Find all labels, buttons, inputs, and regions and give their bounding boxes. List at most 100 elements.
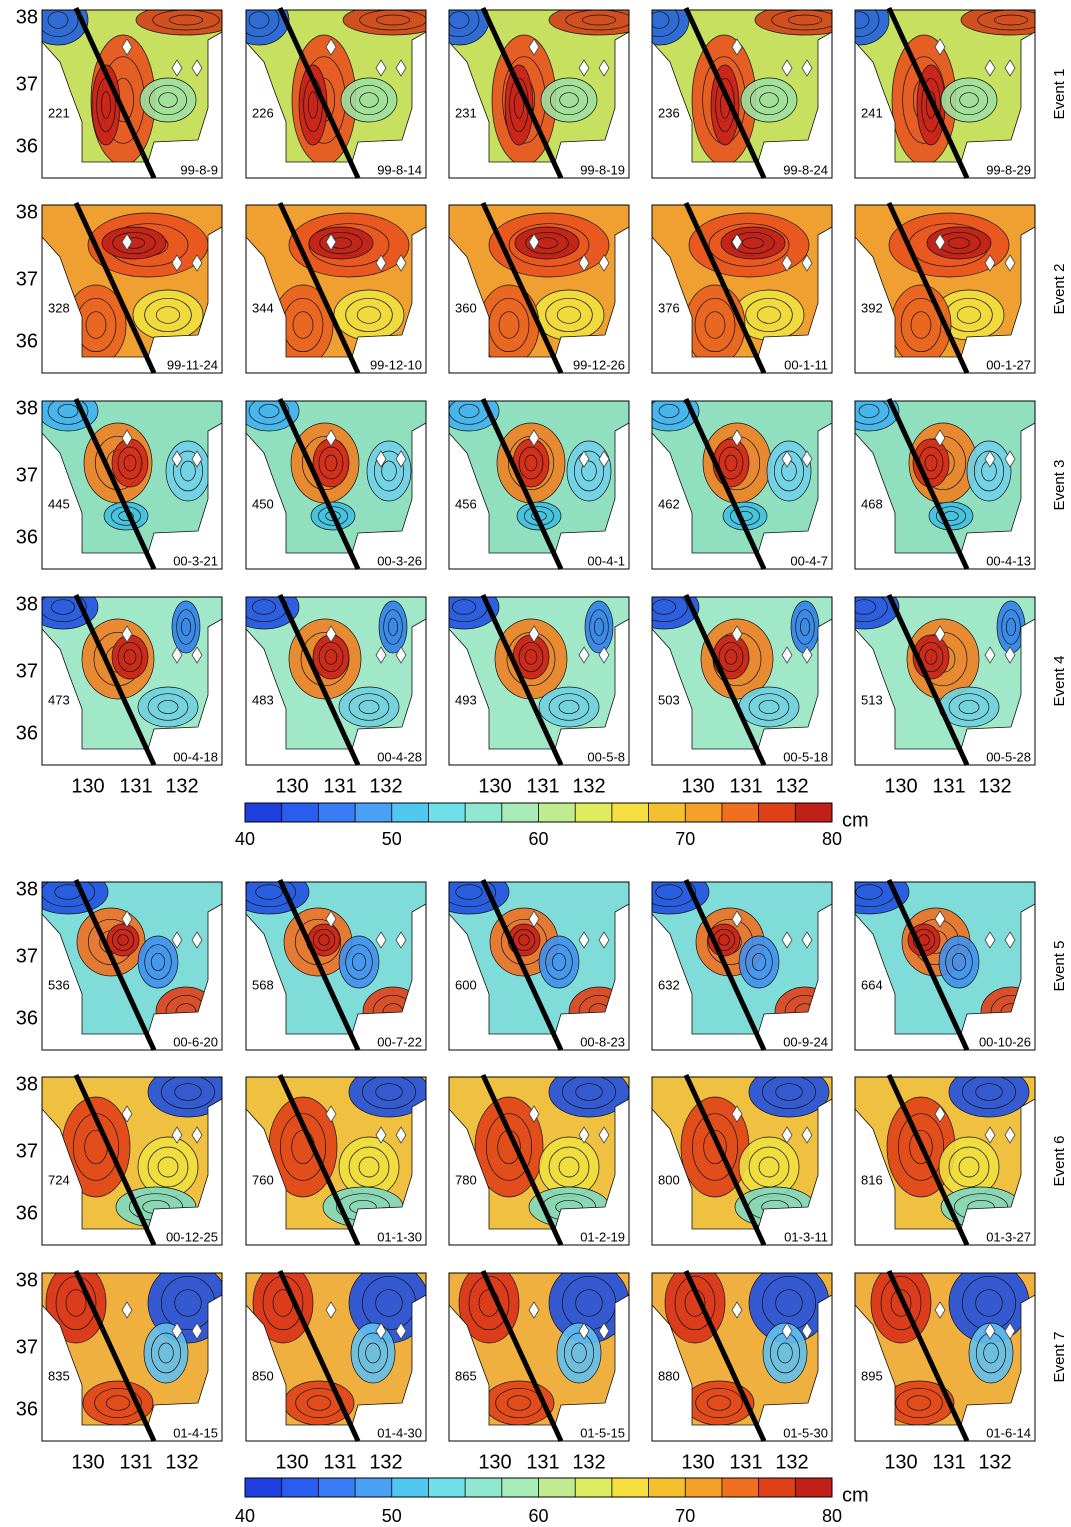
contour-line [375,14,411,26]
region-outline [854,1076,1036,1230]
panel-frame [448,9,630,179]
contour-blob [967,441,1011,501]
contour-line [361,1077,417,1110]
station-marker [984,254,996,272]
x-tick-label: 131 [526,1451,559,1473]
contour-line [538,935,580,989]
x-tick-label: 130 [275,775,308,797]
station-marker [395,1322,407,1340]
contour-blob [341,78,397,122]
contour-blob [148,1077,222,1117]
map-panel: 835 01-4-15 [41,1269,223,1443]
station-marker [325,1105,337,1123]
contour-line [584,600,614,654]
track-line [480,6,564,180]
date-label: 00-4-13 [986,553,1031,568]
station-marker [934,1301,946,1319]
day-label: 895 [861,1368,883,1383]
x-tick-label: 130 [275,1451,308,1473]
y-tick-label: 38 [16,878,38,900]
region-outline [448,881,630,1035]
station-marker [191,646,203,664]
station-marker [171,1126,183,1144]
region-outline [245,1076,427,1230]
contour-line [956,306,982,324]
panel-frame [448,204,630,374]
contour-blob [939,687,999,727]
contour-blob [83,1381,153,1425]
contour-line [548,693,590,721]
day-label: 880 [658,1368,680,1383]
contour-line [775,1083,803,1101]
date-label: 99-8-9 [180,162,218,177]
contour-blob [741,78,797,122]
track-line [480,593,564,767]
contour-line [255,884,283,900]
contour-line [559,92,579,108]
day-label: 236 [658,105,680,120]
contour-line [310,501,356,531]
day-label: 473 [48,692,70,707]
station-marker [528,625,540,643]
region-outline [448,596,630,750]
station-marker [191,1126,203,1144]
station-marker [121,233,133,251]
contour-line [545,944,573,980]
event-label: Event 3 [1051,460,1068,511]
y-tick-label: 38 [16,1269,38,1291]
map-panel: 462 00-4-7 [651,397,833,571]
colorbar-cell [648,803,686,822]
region-outline [854,1272,1036,1426]
contour-line [357,1332,389,1374]
track-line [683,878,767,1052]
day-label: 664 [861,977,883,992]
contour-line [855,11,870,29]
station-marker [934,38,946,56]
contour-line [449,882,510,915]
contour-line [575,1083,603,1101]
region-outline [854,400,1036,554]
region-outline [245,400,427,554]
colorbar-tick-label: 50 [382,829,402,849]
colorbar-cell [611,1478,650,1497]
contour-line [106,923,140,957]
contour-line [548,10,629,36]
contour-line [148,84,188,116]
contour-line [292,311,314,339]
contour-blob [138,936,178,988]
contour-line [775,1289,803,1317]
contour-blob [539,687,599,727]
contour-line [381,460,397,482]
day-label: 376 [658,300,680,315]
contour-line [42,401,99,432]
contour-line [855,882,910,915]
station-marker [171,59,183,77]
station-marker [731,1301,743,1319]
station-marker [325,233,337,251]
date-label: 00-10-26 [979,1034,1031,1049]
contour-line [540,77,598,123]
panel-frame [245,204,427,374]
event-label: Event 6 [1051,1136,1068,1187]
station-marker [781,1322,793,1340]
map-fill [652,10,832,162]
contour-line [924,649,938,665]
day-label: 456 [455,496,477,511]
contour-line [855,599,877,615]
contour-line [378,600,408,654]
colorbar-tick-label: 40 [235,829,255,849]
region-outline [245,9,427,163]
contour-line [350,1322,396,1384]
colorbar-cell [428,1478,466,1497]
contour-blob [313,439,349,487]
colorbar-tick-label: 80 [822,1506,842,1526]
region-outline [448,9,630,163]
region-outline [854,9,1036,163]
contour-line [652,882,710,915]
contour-line [959,92,979,108]
region-outline [41,9,223,163]
station-marker [781,1126,793,1144]
station-marker [801,1126,813,1144]
contour-line [94,1387,142,1419]
y-tick-label: 36 [16,1398,38,1420]
